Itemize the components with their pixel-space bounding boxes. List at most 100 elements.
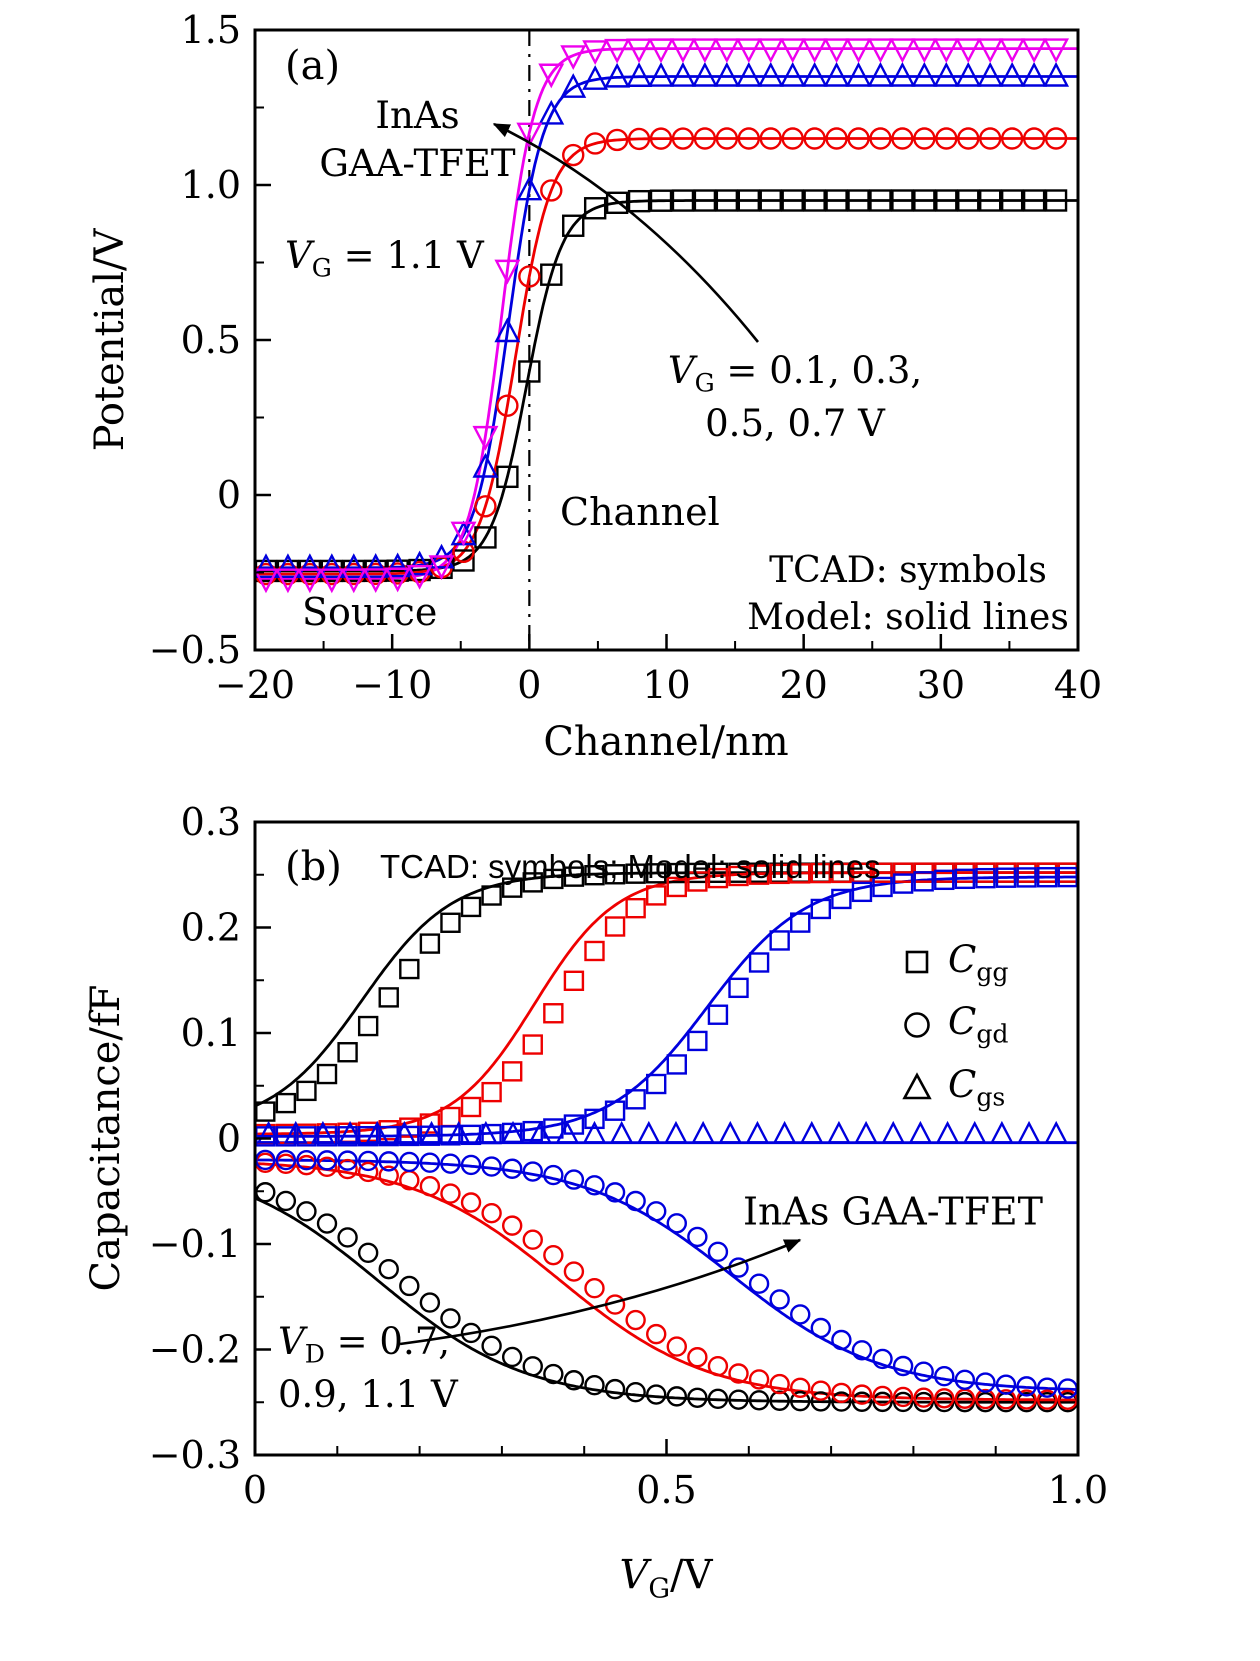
triangle-up-symbol xyxy=(908,1120,933,1144)
cgs-label: Cgs xyxy=(948,1063,1005,1111)
y-tick-label: 1.0 xyxy=(181,163,241,207)
circle-symbol xyxy=(851,1340,873,1361)
circle-symbol xyxy=(522,1356,543,1377)
circle-symbol xyxy=(935,127,958,150)
triangle-up-symbol xyxy=(713,61,740,87)
circle-symbol xyxy=(892,1386,914,1408)
square-symbol xyxy=(419,1113,441,1134)
triangle-down-symbol xyxy=(296,568,323,594)
device-label-line1: InAs xyxy=(375,94,460,137)
triangle-up-symbol xyxy=(845,61,872,87)
triangle-up-symbol xyxy=(911,61,938,87)
circle-symbol xyxy=(474,495,497,518)
square-symbol xyxy=(979,189,1002,212)
square-symbol xyxy=(604,916,626,937)
square-symbol xyxy=(518,360,541,383)
square-symbol xyxy=(671,189,695,212)
triangle-up-symbol xyxy=(274,553,301,579)
circle-symbol xyxy=(646,1323,667,1345)
square-symbol xyxy=(316,1063,338,1085)
triangle-up-symbol xyxy=(338,1120,362,1144)
panel-b-xlabel-rest: /V xyxy=(670,1552,713,1599)
circle-symbol xyxy=(419,1152,441,1173)
square-symbol xyxy=(584,940,605,962)
triangle-down-symbol xyxy=(845,38,872,64)
square-symbol xyxy=(957,189,980,212)
cgg-square-icon xyxy=(905,950,929,974)
square-symbol xyxy=(275,1092,297,1114)
square-symbol xyxy=(646,885,667,906)
circle-symbol xyxy=(913,1387,934,1408)
square-symbol xyxy=(649,189,673,212)
square-symbol xyxy=(1016,867,1037,888)
circle-symbol xyxy=(563,1261,585,1282)
square-symbol xyxy=(693,189,717,212)
square-symbol xyxy=(891,189,914,212)
triangle-down-symbol xyxy=(977,38,1004,64)
square-symbol xyxy=(869,189,892,212)
square-symbol xyxy=(627,189,651,213)
triangle-down-symbol xyxy=(757,38,784,64)
square-symbol xyxy=(460,896,482,918)
triangle-down-symbol xyxy=(1043,38,1070,64)
square-symbol xyxy=(605,191,629,214)
triangle-up-symbol xyxy=(392,1120,417,1144)
cgg-sub: gg xyxy=(976,957,1009,987)
circle-symbol xyxy=(419,1176,441,1197)
panel-b-xlabel-sub: G xyxy=(648,1573,671,1605)
circle-symbol xyxy=(872,1385,893,1407)
vd-sub: D xyxy=(304,1339,325,1369)
square-symbol xyxy=(769,863,790,885)
circle-symbol xyxy=(440,1153,461,1174)
triangle-down-symbol xyxy=(933,38,960,64)
circle-symbol xyxy=(790,1377,811,1398)
square-symbol xyxy=(562,214,585,237)
circle-symbol xyxy=(934,1388,955,1409)
square-symbol xyxy=(1044,189,1068,212)
y-tick-label: −0.1 xyxy=(149,1222,241,1266)
square-symbol xyxy=(604,864,626,885)
triangle-up-symbol xyxy=(933,61,960,87)
circle-symbol xyxy=(316,1213,338,1234)
circle-symbol xyxy=(707,1355,729,1377)
circle-symbol xyxy=(831,1382,852,1404)
triangle-up-symbol xyxy=(362,553,389,578)
circle-symbol xyxy=(825,127,848,150)
triangle-up-symbol xyxy=(560,73,587,98)
square-symbol xyxy=(769,930,790,951)
square-symbol xyxy=(460,1096,482,1118)
triangle-down-symbol xyxy=(450,521,477,547)
triangle-up-symbol xyxy=(406,550,433,576)
y-tick-label: 0 xyxy=(217,473,241,517)
triangle-up-symbol xyxy=(823,61,850,87)
circle-symbol xyxy=(810,1380,832,1401)
x-tick-label: 0 xyxy=(243,1468,267,1512)
circle-symbol xyxy=(440,1308,461,1329)
triangle-down-symbol xyxy=(779,38,806,64)
square-symbol xyxy=(625,863,646,884)
circle-symbol xyxy=(399,1275,420,1297)
circle-symbol xyxy=(543,1363,564,1385)
triangle-up-symbol xyxy=(538,99,565,125)
square-symbol xyxy=(995,867,1017,888)
square-symbol xyxy=(847,189,870,212)
square-symbol xyxy=(563,970,585,991)
triangle-down-symbol xyxy=(735,38,762,64)
vg-rest: = 1.1 V xyxy=(331,234,484,277)
circle-symbol xyxy=(496,394,519,417)
triangle-down-symbol xyxy=(318,568,345,594)
square-symbol xyxy=(583,197,607,220)
tcad-symbols-note: TCAD: symbols xyxy=(769,550,1047,591)
triangle-down-symbol xyxy=(626,38,653,64)
triangle-up-symbol xyxy=(446,1120,471,1144)
circle-symbol xyxy=(584,1175,605,1196)
cgs-triangle-icon xyxy=(902,1072,932,1100)
circle-symbol xyxy=(954,1369,976,1390)
triangle-down-symbol xyxy=(538,63,565,89)
circle-symbol xyxy=(851,1391,873,1412)
vg-range-var: V xyxy=(667,349,695,392)
circle-symbol xyxy=(583,132,607,155)
panel-a-xlabel: Channel/nm xyxy=(543,719,789,765)
circle-symbol xyxy=(913,127,936,150)
circle-symbol xyxy=(378,1151,399,1172)
